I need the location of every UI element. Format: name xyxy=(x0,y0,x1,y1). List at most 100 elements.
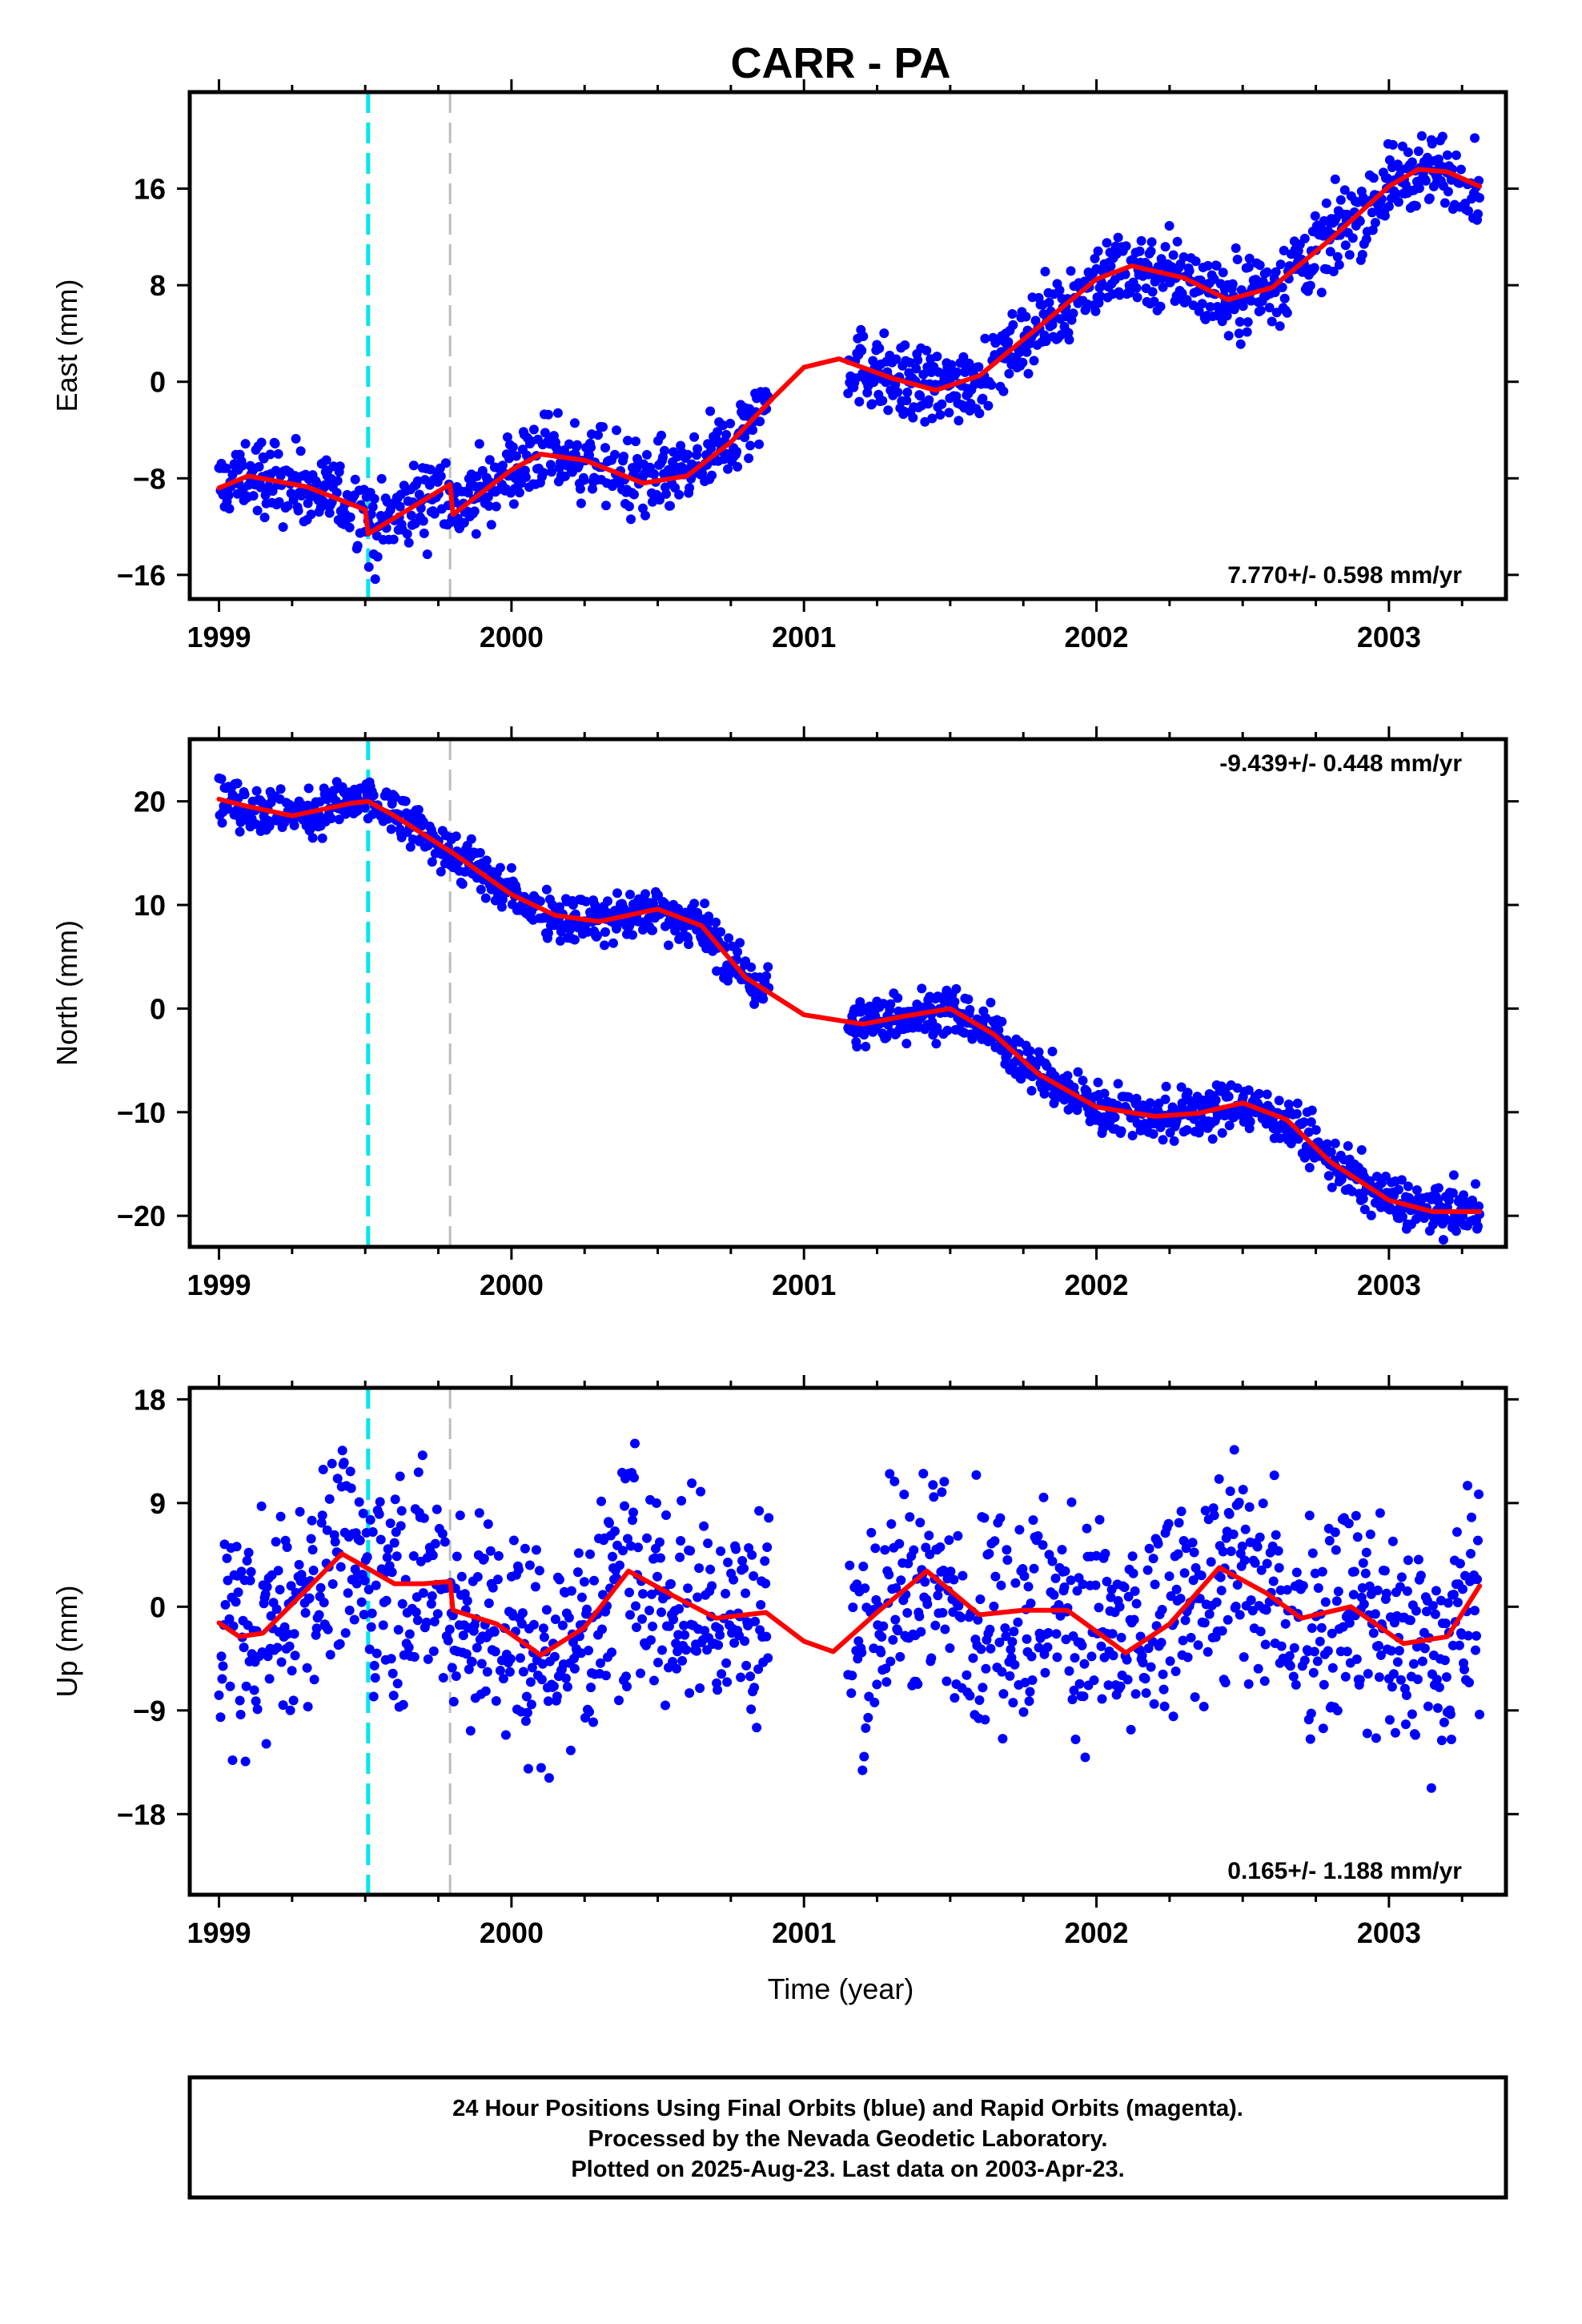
data-point xyxy=(665,501,675,511)
data-point xyxy=(680,1630,690,1640)
data-point xyxy=(552,1691,562,1702)
data-point xyxy=(214,1690,224,1700)
data-point xyxy=(965,1691,975,1701)
data-point xyxy=(700,899,710,909)
data-point xyxy=(1052,1652,1062,1663)
data-point xyxy=(681,1645,692,1655)
data-point xyxy=(443,1635,453,1646)
data-point xyxy=(928,1480,938,1490)
data-point xyxy=(610,449,620,460)
data-point xyxy=(1161,1081,1171,1092)
data-point xyxy=(396,1506,407,1516)
data-point xyxy=(1307,1548,1318,1558)
data-point xyxy=(427,857,437,867)
data-point xyxy=(1029,1563,1039,1574)
data-point xyxy=(275,1585,285,1594)
data-point xyxy=(391,1551,402,1562)
data-point xyxy=(340,809,351,819)
data-point xyxy=(1280,1618,1291,1629)
data-point xyxy=(649,1675,659,1686)
data-point xyxy=(685,483,695,493)
data-point xyxy=(1235,339,1246,349)
data-point xyxy=(950,1693,960,1703)
data-point xyxy=(1097,1694,1107,1704)
data-point xyxy=(1040,1667,1050,1678)
data-point xyxy=(1044,297,1054,308)
data-point xyxy=(492,1574,503,1585)
data-point xyxy=(647,1589,656,1599)
data-point xyxy=(457,879,468,889)
data-point xyxy=(582,1604,592,1614)
data-point xyxy=(1074,1679,1085,1689)
data-point xyxy=(1313,1583,1323,1593)
data-point xyxy=(1232,1083,1243,1093)
data-point xyxy=(1010,1659,1020,1670)
data-point xyxy=(675,1552,685,1562)
y-tick-label: −9 xyxy=(133,1695,166,1727)
data-point xyxy=(1102,238,1112,248)
data-point xyxy=(1306,1117,1316,1128)
data-point xyxy=(1120,269,1130,279)
data-point xyxy=(428,1646,439,1656)
data-point xyxy=(744,453,754,464)
data-point xyxy=(1362,1728,1372,1739)
data-point xyxy=(683,449,693,460)
data-point xyxy=(997,1667,1007,1677)
data-point xyxy=(1243,1679,1254,1689)
data-point xyxy=(254,461,264,472)
data-point xyxy=(693,1592,703,1602)
data-point xyxy=(366,509,376,520)
data-point xyxy=(1360,1568,1371,1578)
data-point xyxy=(601,501,611,511)
data-point xyxy=(1218,267,1228,278)
data-point xyxy=(1008,1698,1018,1708)
data-point xyxy=(316,1518,327,1528)
data-point xyxy=(975,1594,986,1604)
data-point xyxy=(1415,1570,1426,1581)
data-point xyxy=(1375,1650,1386,1660)
data-point xyxy=(1234,328,1244,339)
data-point xyxy=(998,1689,1009,1699)
data-point xyxy=(1401,1690,1411,1700)
data-point xyxy=(1148,1554,1158,1564)
data-point xyxy=(1165,1656,1175,1667)
data-point xyxy=(1007,1637,1018,1647)
data-point xyxy=(1355,216,1365,227)
data-point xyxy=(395,1471,405,1482)
data-point xyxy=(1034,1642,1044,1653)
data-point xyxy=(321,455,331,465)
data-point xyxy=(508,499,519,509)
data-point xyxy=(1240,1524,1251,1534)
data-point xyxy=(1239,1652,1249,1663)
data-point xyxy=(323,1624,333,1634)
data-point xyxy=(447,1663,457,1673)
data-point xyxy=(1200,1506,1211,1516)
data-point xyxy=(388,1691,399,1701)
data-point xyxy=(588,484,597,494)
data-point xyxy=(1470,133,1480,143)
data-point xyxy=(1367,225,1378,235)
data-point xyxy=(404,1642,414,1653)
data-point xyxy=(725,418,736,428)
data-point xyxy=(587,907,596,918)
data-point xyxy=(857,1765,868,1775)
data-point xyxy=(436,866,446,877)
data-point xyxy=(687,1478,697,1489)
data-point xyxy=(739,1563,749,1574)
data-point xyxy=(322,1525,332,1535)
data-point xyxy=(284,1641,295,1651)
rate-label: 7.770+/- 0.598 mm/yr xyxy=(1227,562,1462,589)
data-point xyxy=(1022,1634,1032,1644)
data-point xyxy=(491,501,501,512)
data-point xyxy=(1466,1549,1476,1559)
data-point xyxy=(355,1535,365,1546)
data-point xyxy=(852,1042,862,1051)
data-point xyxy=(1064,335,1074,345)
data-point xyxy=(1316,287,1327,298)
data-point xyxy=(761,1578,771,1589)
data-point xyxy=(1148,1129,1158,1139)
data-point xyxy=(306,509,316,520)
data-point xyxy=(1459,1190,1468,1200)
data-point xyxy=(732,446,742,456)
data-point xyxy=(954,1601,964,1611)
